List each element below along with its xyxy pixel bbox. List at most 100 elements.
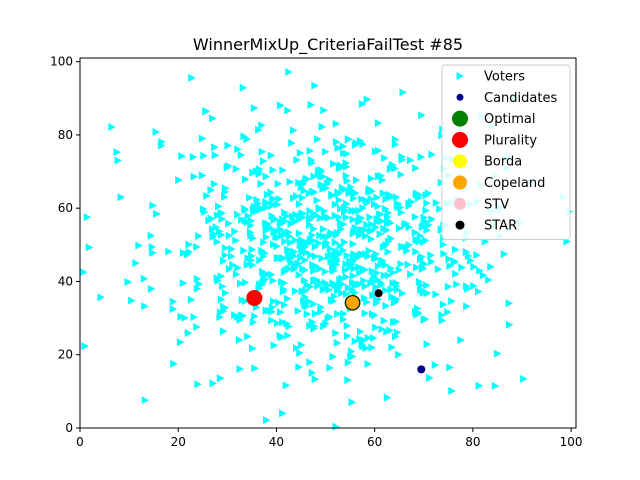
voter-point: [313, 196, 322, 205]
voter-point: [359, 226, 367, 235]
voter-point: [392, 193, 401, 202]
y-tick-label: 0: [65, 421, 73, 435]
voter-point: [376, 230, 385, 239]
voter-point: [367, 195, 376, 204]
voter-point: [378, 325, 386, 334]
voter-point: [379, 189, 388, 198]
voter-point: [256, 256, 264, 265]
voter-point: [244, 211, 253, 220]
voter-point: [493, 349, 502, 358]
voter-point: [306, 207, 314, 216]
voter-point: [298, 287, 307, 296]
voter-point: [300, 179, 308, 188]
voter-point: [406, 156, 415, 165]
voter-point: [261, 270, 270, 279]
voter-point: [342, 162, 351, 171]
axes-frame: [79, 57, 577, 429]
voter-point: [446, 363, 454, 372]
voter-point: [364, 252, 372, 261]
voter-point: [295, 229, 304, 238]
voter-point: [281, 208, 289, 217]
voter-point: [270, 240, 278, 249]
voter-point: [362, 344, 370, 353]
voter-point: [269, 297, 278, 306]
voter-point: [269, 166, 277, 175]
voter-point: [349, 215, 358, 224]
voter-point: [280, 285, 288, 294]
voter-point: [377, 258, 386, 267]
voter-point: [262, 416, 271, 425]
voter-point: [426, 373, 434, 382]
voter-point: [458, 263, 466, 272]
voter-point: [390, 298, 399, 307]
voter-point: [370, 253, 379, 262]
voter-point: [280, 230, 289, 239]
voter-point: [444, 282, 453, 291]
voter-point: [343, 149, 351, 158]
voter-point: [383, 226, 391, 235]
voter-point: [301, 301, 309, 310]
voter-point: [399, 289, 407, 298]
voter-point: [295, 363, 303, 372]
voter-point: [199, 205, 208, 214]
x-tick-label: 60: [367, 435, 382, 449]
x-tick-label: 80: [465, 435, 480, 449]
voter-point: [311, 309, 320, 318]
legend-label: Candidates: [484, 91, 557, 106]
voter-point: [355, 206, 363, 215]
voter-point: [473, 250, 481, 259]
voter-point: [356, 268, 364, 277]
voter-point: [290, 261, 299, 270]
voter-point: [437, 178, 446, 187]
voter-point: [357, 327, 365, 336]
voter-point: [81, 342, 89, 351]
legend-marker: [456, 93, 464, 101]
voter-point: [190, 313, 198, 322]
voter-point: [362, 232, 370, 241]
voter-point: [210, 230, 219, 239]
voter-point: [398, 152, 406, 161]
voter-point: [356, 280, 364, 289]
voter-point: [361, 265, 369, 274]
copeland-point: [345, 295, 360, 311]
voter-point: [374, 172, 383, 181]
voter-point: [330, 292, 339, 301]
voter-point: [310, 211, 318, 220]
voter-point: [79, 268, 88, 277]
voter-point: [359, 140, 367, 149]
voter-point: [214, 202, 223, 211]
voter-point: [358, 99, 367, 108]
voter-point: [257, 179, 265, 188]
voter-point: [294, 261, 302, 270]
voter-point: [170, 359, 178, 368]
voter-point: [340, 238, 349, 247]
voter-point: [290, 126, 298, 135]
voter-point: [308, 318, 317, 327]
x-tick-label: 20: [171, 435, 186, 449]
voter-point: [185, 247, 194, 256]
voter-point: [457, 336, 465, 345]
voter-point: [226, 264, 234, 273]
voter-point: [337, 161, 345, 170]
voter-point: [370, 200, 379, 209]
voter-point: [290, 252, 298, 261]
voter-point: [179, 279, 188, 288]
voter-point: [224, 141, 233, 150]
voter-point: [431, 361, 440, 370]
voter-point: [316, 214, 325, 223]
voter-point: [316, 231, 324, 240]
voter-point: [432, 198, 441, 207]
voter-point: [250, 104, 259, 113]
voter-point: [437, 225, 446, 234]
voter-point: [345, 135, 353, 144]
voter-point: [279, 409, 287, 418]
voter-point: [427, 257, 436, 266]
voter-point: [463, 302, 471, 311]
voter-point: [362, 196, 370, 205]
voter-point: [339, 246, 348, 255]
voter-point: [389, 279, 397, 288]
y-tick-label: 20: [58, 348, 73, 362]
voter-point: [207, 186, 215, 195]
voter-point: [364, 360, 372, 369]
voter-point: [369, 334, 378, 343]
